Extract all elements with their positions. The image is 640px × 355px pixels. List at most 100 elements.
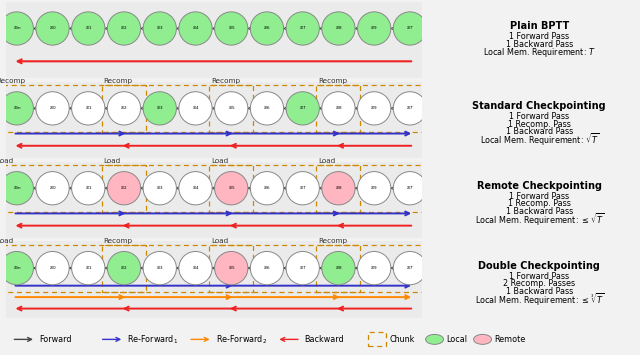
Ellipse shape: [358, 92, 391, 125]
Text: $s_2$: $s_2$: [120, 264, 127, 272]
Ellipse shape: [0, 92, 33, 125]
Text: Remote: Remote: [494, 335, 525, 344]
Text: Recomp: Recomp: [318, 238, 347, 244]
Text: $s_2$: $s_2$: [120, 104, 127, 112]
Bar: [316, 165, 432, 212]
Text: $s_1$: $s_1$: [84, 24, 92, 32]
Ellipse shape: [393, 12, 427, 45]
Text: Local Mem. Requirement: $\leq \sqrt[3]{T}$: Local Mem. Requirement: $\leq \sqrt[3]{T…: [475, 291, 604, 308]
Text: $s_{\mathrm{in}}$: $s_{\mathrm{in}}$: [13, 184, 21, 192]
Text: Chunk: Chunk: [389, 335, 415, 344]
Ellipse shape: [36, 171, 69, 205]
Ellipse shape: [143, 92, 177, 125]
Ellipse shape: [179, 171, 212, 205]
Text: $s_T$: $s_T$: [406, 104, 414, 112]
Text: $s_5$: $s_5$: [228, 104, 235, 112]
Ellipse shape: [214, 92, 248, 125]
Bar: [209, 165, 360, 212]
Ellipse shape: [250, 12, 284, 45]
Text: Load: Load: [0, 158, 13, 164]
Ellipse shape: [72, 251, 105, 285]
Ellipse shape: [474, 334, 492, 344]
Text: Load: Load: [211, 158, 228, 164]
Text: $s_0$: $s_0$: [49, 104, 56, 112]
Bar: [209, 85, 360, 132]
Bar: [102, 85, 253, 132]
Text: Load: Load: [318, 158, 335, 164]
Text: 2 Recomp. Passes: 2 Recomp. Passes: [503, 279, 575, 288]
Text: $s_6$: $s_6$: [263, 104, 271, 112]
Text: $s_3$: $s_3$: [156, 184, 163, 192]
Text: $s_3$: $s_3$: [156, 24, 163, 32]
Ellipse shape: [0, 171, 33, 205]
Bar: [316, 85, 432, 132]
Ellipse shape: [426, 334, 444, 344]
Text: 1 Backward Pass: 1 Backward Pass: [506, 207, 573, 216]
Text: $s_T$: $s_T$: [406, 184, 414, 192]
Text: Recomp: Recomp: [318, 78, 347, 84]
Ellipse shape: [250, 92, 284, 125]
Text: $s_2$: $s_2$: [120, 184, 127, 192]
Ellipse shape: [322, 12, 355, 45]
Ellipse shape: [286, 92, 319, 125]
Ellipse shape: [214, 251, 248, 285]
Text: $s_0$: $s_0$: [49, 264, 56, 272]
Text: $s_4$: $s_4$: [192, 24, 199, 32]
Text: Load: Load: [211, 238, 228, 244]
Text: 1 Backward Pass: 1 Backward Pass: [506, 40, 573, 49]
Ellipse shape: [393, 251, 427, 285]
Ellipse shape: [322, 251, 355, 285]
Ellipse shape: [0, 251, 33, 285]
Bar: [316, 245, 432, 291]
Text: $s_8$: $s_8$: [335, 104, 342, 112]
Text: $s_8$: $s_8$: [335, 264, 342, 272]
Ellipse shape: [358, 12, 391, 45]
Text: 1 Forward Pass: 1 Forward Pass: [509, 192, 569, 201]
Ellipse shape: [358, 171, 391, 205]
Ellipse shape: [286, 251, 319, 285]
Bar: [0, 245, 146, 291]
Text: Remote Checkpointing: Remote Checkpointing: [477, 181, 602, 191]
Ellipse shape: [358, 251, 391, 285]
Text: $s_9$: $s_9$: [371, 24, 378, 32]
Text: $s_8$: $s_8$: [335, 24, 342, 32]
Bar: [368, 332, 386, 346]
Text: Local: Local: [446, 335, 467, 344]
Text: $s_3$: $s_3$: [156, 264, 163, 272]
Text: 1 Recomp. Pass: 1 Recomp. Pass: [508, 200, 571, 208]
Text: $s_5$: $s_5$: [228, 24, 235, 32]
Ellipse shape: [72, 92, 105, 125]
Text: $s_6$: $s_6$: [263, 24, 271, 32]
Text: 1 Backward Pass: 1 Backward Pass: [506, 287, 573, 296]
Text: $s_8$: $s_8$: [335, 184, 342, 192]
Ellipse shape: [179, 251, 212, 285]
Ellipse shape: [108, 251, 141, 285]
Text: $s_7$: $s_7$: [299, 264, 307, 272]
Text: $s_9$: $s_9$: [371, 184, 378, 192]
Text: Standard Checkpointing: Standard Checkpointing: [472, 101, 606, 111]
Bar: [0, 85, 146, 132]
Text: $s_{\mathrm{in}}$: $s_{\mathrm{in}}$: [13, 264, 21, 272]
Ellipse shape: [143, 12, 177, 45]
Text: Local Mem. Requirement: $\leq \sqrt{T}$: Local Mem. Requirement: $\leq \sqrt{T}$: [475, 211, 604, 228]
Ellipse shape: [72, 171, 105, 205]
Ellipse shape: [179, 92, 212, 125]
Text: $s_3$: $s_3$: [156, 104, 163, 112]
Ellipse shape: [250, 171, 284, 205]
Text: $s_4$: $s_4$: [192, 184, 199, 192]
Text: $s_7$: $s_7$: [299, 104, 307, 112]
Ellipse shape: [322, 171, 355, 205]
Bar: [209, 245, 360, 291]
Text: $s_6$: $s_6$: [263, 184, 271, 192]
Ellipse shape: [286, 12, 319, 45]
Bar: [102, 165, 253, 212]
Ellipse shape: [143, 251, 177, 285]
Text: Recomp: Recomp: [104, 238, 132, 244]
Text: $s_0$: $s_0$: [49, 24, 56, 32]
Text: 1 Forward Pass: 1 Forward Pass: [509, 272, 569, 280]
Text: $s_9$: $s_9$: [371, 104, 378, 112]
Ellipse shape: [36, 12, 69, 45]
Text: $s_{\mathrm{in}}$: $s_{\mathrm{in}}$: [13, 104, 21, 112]
Ellipse shape: [393, 171, 427, 205]
Ellipse shape: [0, 12, 33, 45]
